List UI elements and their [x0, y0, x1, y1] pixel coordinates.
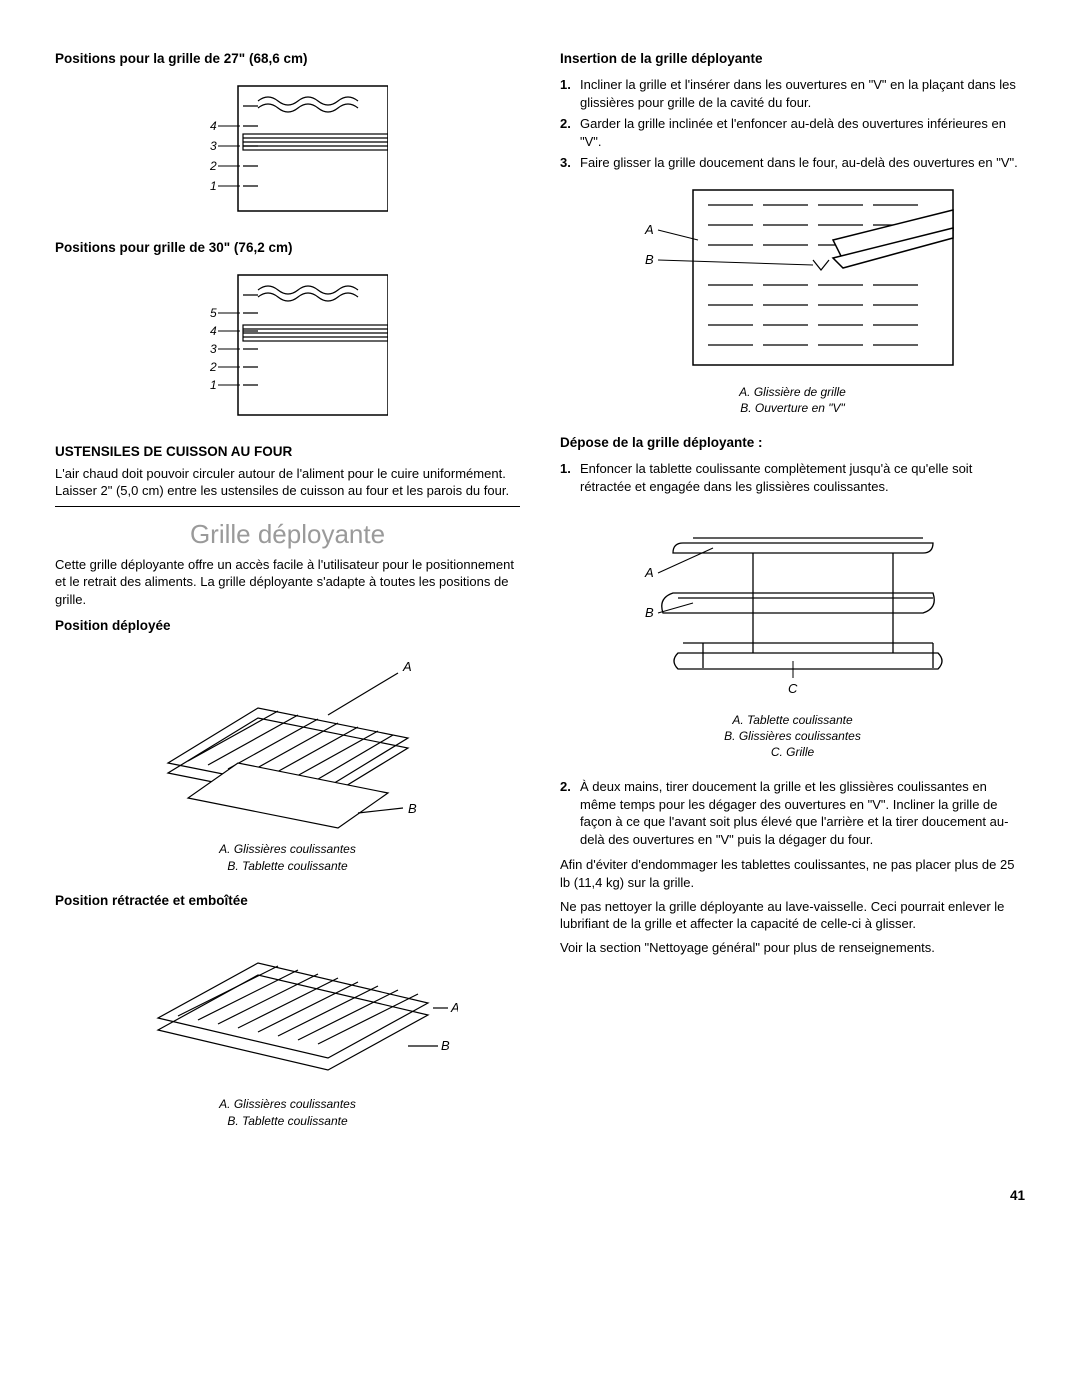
- depose-step1-list: 1.Enfoncer la tablette coulissante compl…: [560, 460, 1025, 495]
- caption-deployed-a: A. Glissières coulissantes: [55, 841, 520, 857]
- svg-text:B: B: [645, 252, 654, 267]
- two-column-layout: Positions pour la grille de 27" (68,6 cm…: [55, 50, 1025, 1147]
- insertion-steps: 1.Incliner la grille et l'insérer dans l…: [560, 76, 1025, 172]
- caption-depose-a: A. Tablette coulissante: [560, 712, 1025, 728]
- diagram-pos-27: 4 3 2 1: [55, 76, 520, 221]
- svg-text:A: A: [450, 1000, 458, 1015]
- section-title-grille: Grille déployante: [55, 517, 520, 552]
- ustensiles-text: L'air chaud doit pouvoir circuler autour…: [55, 465, 520, 500]
- svg-text:C: C: [788, 681, 798, 696]
- caption-retracted-b: B. Tablette coulissante: [55, 1113, 520, 1129]
- caption-depose: A. Tablette coulissante B. Glissières co…: [560, 712, 1025, 761]
- diagram-deployed: A B A. Glissières coulissantes B. Tablet…: [55, 643, 520, 874]
- heading-deployed: Position déployée: [55, 617, 520, 635]
- divider: [55, 506, 520, 507]
- diagram-insertion: A B A. Glissière de grille B. Ouverture …: [560, 180, 1025, 416]
- svg-text:3: 3: [210, 139, 217, 153]
- depose-step-2: À deux mains, tirer doucement la grille …: [580, 778, 1025, 848]
- diagram-depose: A B C A. Tablette coulissante B. Glissiè…: [560, 503, 1025, 760]
- depose-note1: Afin d'éviter d'endommager les tablettes…: [560, 856, 1025, 891]
- svg-text:B: B: [441, 1038, 450, 1053]
- svg-text:2: 2: [209, 159, 217, 173]
- svg-text:A: A: [644, 565, 654, 580]
- svg-text:4: 4: [210, 119, 217, 133]
- right-column: Insertion de la grille déployante 1.Incl…: [560, 50, 1025, 1147]
- grille-intro: Cette grille déployante offre un accès f…: [55, 556, 520, 609]
- svg-text:4: 4: [210, 324, 217, 338]
- svg-text:2: 2: [209, 360, 217, 374]
- caption-insertion: A. Glissière de grille B. Ouverture en "…: [560, 384, 1025, 416]
- caption-retracted: A. Glissières coulissantes B. Tablette c…: [55, 1096, 520, 1128]
- depose-note2: Ne pas nettoyer la grille déployante au …: [560, 898, 1025, 933]
- caption-insertion-b: B. Ouverture en "V": [560, 400, 1025, 416]
- svg-text:A: A: [402, 659, 412, 674]
- svg-text:B: B: [408, 801, 417, 816]
- svg-text:B: B: [645, 605, 654, 620]
- heading-depose: Dépose de la grille déployante :: [560, 434, 1025, 452]
- svg-text:A: A: [644, 222, 654, 237]
- heading-insertion: Insertion de la grille déployante: [560, 50, 1025, 68]
- caption-deployed-b: B. Tablette coulissante: [55, 858, 520, 874]
- heading-retracted: Position rétractée et emboîtée: [55, 892, 520, 910]
- depose-step-1: Enfoncer la tablette coulissante complèt…: [580, 460, 1025, 495]
- page-number: 41: [55, 1187, 1025, 1205]
- svg-text:1: 1: [210, 179, 217, 193]
- caption-deployed: A. Glissières coulissantes B. Tablette c…: [55, 841, 520, 873]
- depose-step2-list: 2.À deux mains, tirer doucement la grill…: [560, 778, 1025, 848]
- caption-insertion-a: A. Glissière de grille: [560, 384, 1025, 400]
- svg-text:3: 3: [210, 342, 217, 356]
- heading-ustensiles: USTENSILES DE CUISSON AU FOUR: [55, 443, 520, 461]
- insertion-step-3: Faire glisser la grille doucement dans l…: [580, 154, 1025, 172]
- svg-text:1: 1: [210, 378, 217, 392]
- caption-depose-c: C. Grille: [560, 744, 1025, 760]
- heading-pos-27: Positions pour la grille de 27" (68,6 cm…: [55, 50, 520, 68]
- left-column: Positions pour la grille de 27" (68,6 cm…: [55, 50, 520, 1147]
- caption-depose-b: B. Glissières coulissantes: [560, 728, 1025, 744]
- svg-text:5: 5: [210, 306, 217, 320]
- insertion-step-2: Garder la grille inclinée et l'enfoncer …: [580, 115, 1025, 150]
- diagram-retracted: A B A. Glissières coulissantes B. Tablet…: [55, 918, 520, 1129]
- diagram-pos-30: 5 4 3 2 1: [55, 265, 520, 425]
- heading-pos-30: Positions pour grille de 30" (76,2 cm): [55, 239, 520, 257]
- depose-note3: Voir la section "Nettoyage général" pour…: [560, 939, 1025, 957]
- insertion-step-1: Incliner la grille et l'insérer dans les…: [580, 76, 1025, 111]
- caption-retracted-a: A. Glissières coulissantes: [55, 1096, 520, 1112]
